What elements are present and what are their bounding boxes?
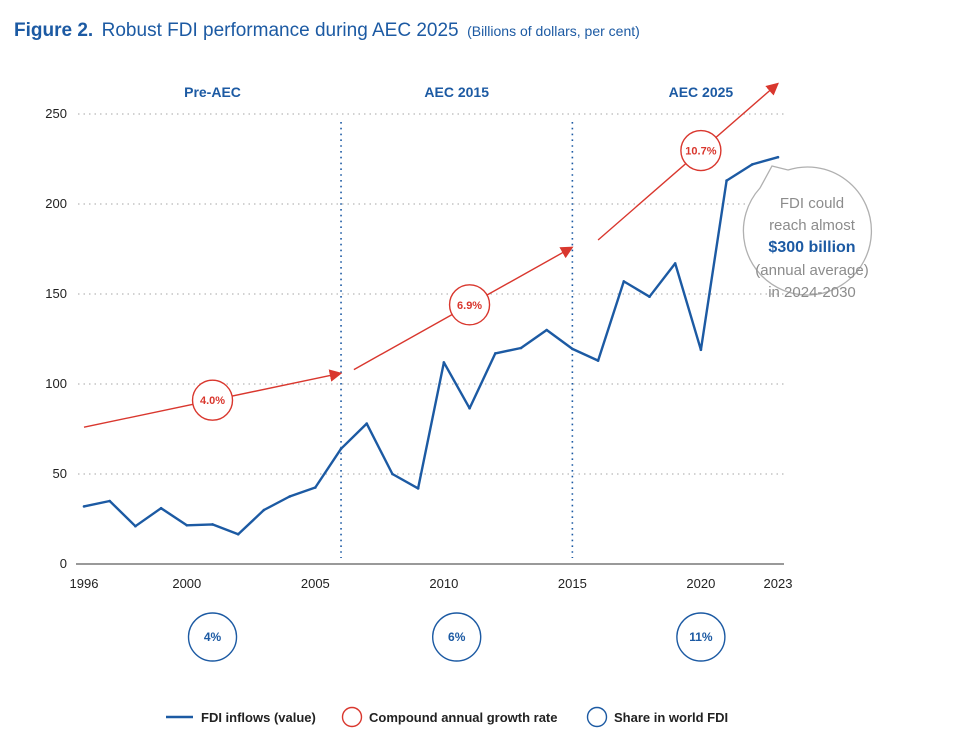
fdi-point-2018 — [648, 295, 651, 299]
world-share-markers: 4% 6% 11% — [187, 612, 726, 662]
title-sub: (Billions of dollars, per cent) — [467, 23, 640, 39]
x-tick-label-2000: 2000 — [172, 576, 201, 591]
growth-rate-circle-2 — [680, 129, 722, 172]
fdi-point-2009 — [416, 487, 420, 490]
y-axis: 0 50 100 150 200 250 — [45, 106, 67, 571]
growth-rate-circle-1 — [448, 284, 491, 326]
fdi-point-2011 — [468, 407, 471, 410]
period-label-2: AEC 2025 — [669, 84, 734, 100]
callout-line1: FDI could — [780, 195, 844, 212]
x-axis: 1996 2000 2005 2010 2015 2020 2023 — [70, 576, 793, 591]
fdi-series — [82, 155, 780, 536]
y-tick-label-100: 100 — [45, 376, 67, 391]
fdi-point-2022 — [750, 163, 754, 166]
figure-label: Figure 2. — [14, 20, 93, 41]
legend-growth-circle-icon — [341, 706, 363, 728]
world-share-circle-0 — [187, 612, 238, 662]
period-labels: Pre-AEC AEC 2015 AEC 2025 — [184, 84, 733, 100]
fdi-point-2010 — [442, 361, 446, 364]
chart-title: Figure 2. Robust FDI performance during … — [14, 20, 640, 41]
title-main: Robust FDI performance during AEC 2025 — [102, 20, 459, 41]
fdi-point-2012 — [493, 352, 497, 355]
fdi-point-2019 — [673, 262, 677, 265]
y-tick-label-200: 200 — [45, 196, 67, 211]
callout-shape — [742, 165, 873, 296]
x-tick-label-1996: 1996 — [70, 576, 99, 591]
callout-line3: $300 billion — [768, 239, 855, 256]
fdi-point-2021 — [725, 179, 728, 182]
period-dividers — [340, 122, 574, 558]
fdi-point-2015 — [571, 347, 574, 351]
world-share-circle-2 — [676, 612, 726, 662]
fdi-point-2023 — [776, 155, 780, 159]
period-label-1: AEC 2015 — [424, 84, 489, 100]
y-tick-label-0: 0 — [60, 556, 67, 571]
y-tick-label-150: 150 — [45, 286, 67, 301]
growth-rate-circle-0 — [191, 379, 234, 421]
fdi-point-2020 — [699, 348, 703, 352]
fdi-point-1996 — [82, 505, 86, 508]
x-tick-label-2023: 2023 — [764, 576, 793, 591]
fdi-point-2017 — [622, 280, 626, 283]
x-tick-label-2020: 2020 — [686, 576, 715, 591]
world-share-label-0: 4% — [204, 630, 222, 644]
legend-share-circle-icon — [586, 706, 608, 728]
callout-line5: in 2024-2030 — [768, 284, 856, 301]
callout-bubble: FDI could reach almost $300 billion (ann… — [742, 165, 873, 301]
fdi-point-2003 — [262, 508, 266, 512]
legend-growth-label: Compound annual growth rate — [369, 710, 558, 725]
legend: FDI inflows (value) Compound annual grow… — [166, 706, 728, 728]
x-tick-label-2015: 2015 — [558, 576, 587, 591]
fdi-inflows-line — [83, 156, 779, 536]
callout-line2: reach almost — [769, 217, 856, 234]
fdi-point-2005 — [314, 486, 317, 489]
growth-rate-label-0: 4.0% — [200, 395, 225, 407]
growth-rate-label-1: 6.9% — [457, 300, 482, 312]
fdi-point-2016 — [596, 359, 600, 362]
period-label-0: Pre-AEC — [184, 84, 241, 100]
fdi-point-1999 — [159, 506, 163, 510]
fdi-point-2007 — [365, 422, 369, 425]
fdi-point-2002 — [236, 533, 240, 536]
growth-rate-label-2: 10.7% — [685, 146, 716, 158]
fdi-point-2000 — [185, 524, 189, 527]
fdi-point-2013 — [519, 346, 523, 350]
fdi-point-2014 — [545, 328, 548, 332]
world-share-label-1: 6% — [448, 630, 466, 644]
fdi-point-2004 — [288, 495, 291, 498]
world-share-label-2: 11% — [689, 630, 713, 644]
y-tick-label-250: 250 — [45, 106, 67, 121]
gridlines — [76, 113, 786, 565]
callout-line4: (annual average) — [755, 262, 868, 279]
fdi-point-2006 — [339, 447, 343, 451]
legend-fdi-label: FDI inflows (value) — [201, 710, 316, 725]
x-tick-label-2005: 2005 — [301, 576, 330, 591]
growth-trend: 4.0% 6.9% 10.7% — [83, 82, 779, 428]
x-tick-label-2010: 2010 — [429, 576, 458, 591]
fdi-point-1998 — [134, 524, 137, 528]
world-share-circle-1 — [432, 612, 482, 662]
fdi-point-2008 — [391, 472, 394, 476]
fdi-point-1997 — [108, 499, 112, 503]
y-tick-label-50: 50 — [53, 466, 67, 481]
fdi-point-2001 — [211, 523, 214, 526]
legend-share-label: Share in world FDI — [614, 710, 728, 725]
